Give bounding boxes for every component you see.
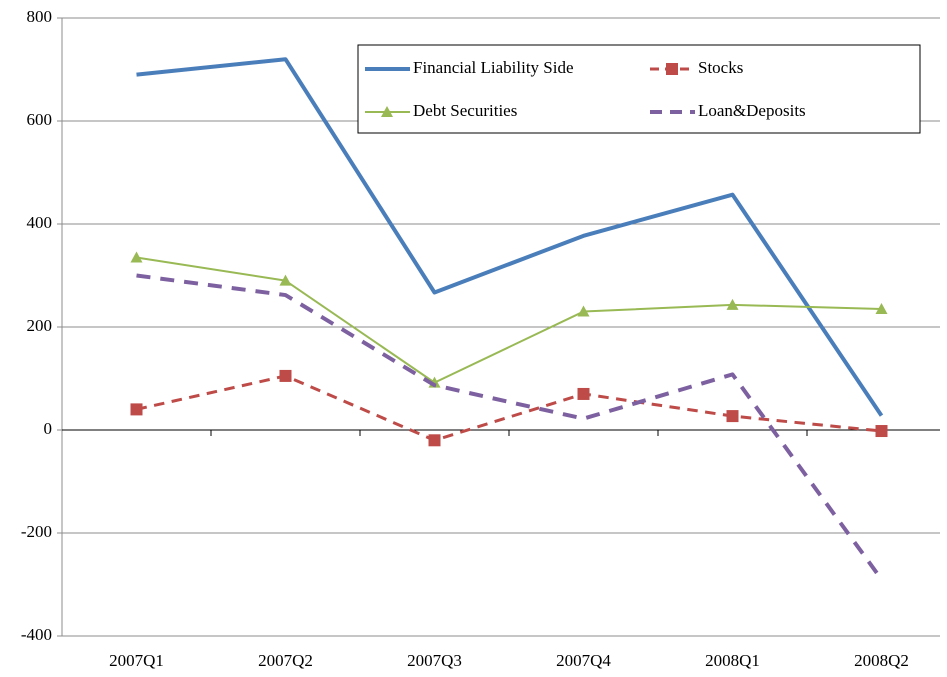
y-tick-label: 600 [27,110,53,129]
series-line [136,374,882,442]
point-marker [428,434,441,447]
legend-box [357,44,921,134]
point-marker [875,302,888,314]
y-tick-label: 400 [27,213,53,232]
x-tick-label: 2007Q1 [109,651,164,670]
series-line [136,256,882,384]
y-tick-label: 200 [27,316,53,335]
point-marker [130,251,143,263]
y-tick-label: -400 [21,625,52,644]
legend-label: Loan&Deposits [698,101,806,120]
y-tick-label: 0 [44,419,53,438]
legend-marker [666,63,678,75]
x-tick-label: 2008Q1 [705,651,760,670]
x-tick-label: 2008Q2 [854,651,909,670]
series-line [136,273,884,581]
point-marker [279,369,292,382]
point-marker [130,403,143,416]
legend-label: Debt Securities [413,101,517,120]
point-marker [726,410,739,423]
legend-label: Financial Liability Side [413,58,574,77]
y-tick-label: 800 [27,7,53,26]
x-tick-label: 2007Q4 [556,651,611,670]
point-marker [875,425,888,438]
point-marker [726,298,739,310]
point-marker [577,305,590,317]
point-marker [577,387,590,400]
x-tick-label: 2007Q2 [258,651,313,670]
x-tick-label: 2007Q3 [407,651,462,670]
series-line [136,57,884,417]
legend-label: Stocks [698,58,743,77]
legend-marker [381,106,393,117]
y-tick-label: -200 [21,522,52,541]
point-marker [279,274,292,286]
